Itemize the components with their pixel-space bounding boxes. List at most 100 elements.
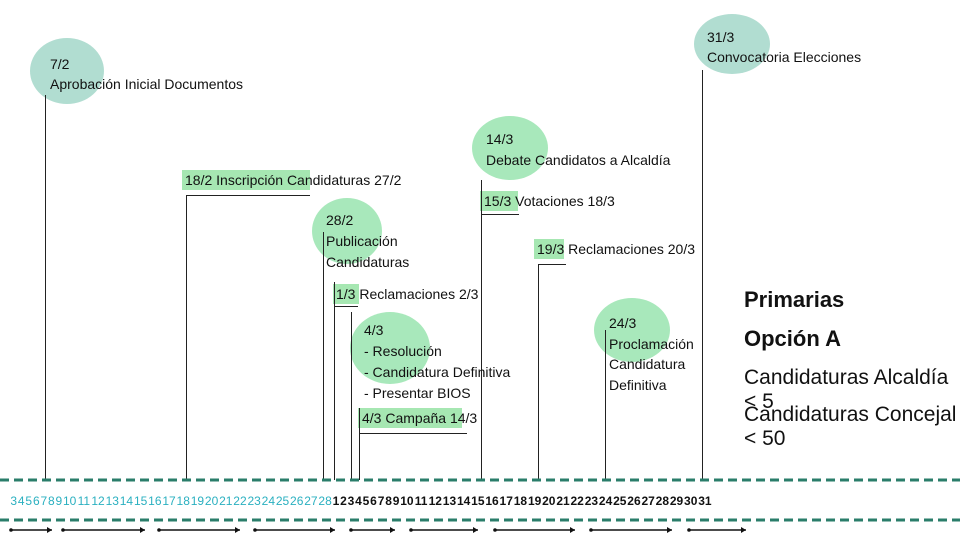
event-24-3-date: 24/3	[609, 315, 637, 331]
highlight-campana	[358, 408, 462, 428]
axis-day-mar-20: 20	[542, 494, 556, 508]
axis-day-feb-7: 7	[40, 494, 47, 508]
connector-1-3	[334, 282, 335, 480]
axis-day-mar-24: 24	[599, 494, 613, 508]
axis-day-mar-26: 26	[627, 494, 641, 508]
axis-day-feb-11: 11	[78, 494, 91, 508]
event-votaciones-text: Votaciones	[515, 193, 584, 209]
event-31-3-date: 31/3	[707, 29, 735, 45]
event-24-3-line-1: Proclamación	[609, 336, 694, 352]
event-14-3-date: 14/3	[486, 131, 514, 147]
axis-day-feb-8: 8	[48, 494, 55, 508]
highlight-reclamaciones-19-3	[534, 239, 564, 259]
axis-day-mar-1: 1	[333, 494, 340, 508]
highlight-reclamaciones-1-3	[333, 284, 359, 304]
span-reclamaciones-1-3	[334, 306, 358, 307]
bubble-14-3	[472, 116, 548, 180]
highlight-inscripcion	[182, 170, 310, 190]
axis-day-mar-11: 11	[415, 494, 428, 508]
axis-day-mar-14: 14	[457, 494, 471, 508]
axis-week-start-2	[61, 528, 65, 532]
axis-day-feb-13: 13	[106, 494, 120, 508]
span-campana	[359, 433, 467, 434]
axis-week-arrowhead-3	[235, 527, 240, 533]
axis-day-mar-18: 18	[514, 494, 528, 508]
event-28-2-line-2: Candidaturas	[326, 254, 410, 270]
connector-28-2	[323, 232, 324, 480]
summary-line-2: Candidaturas Concejal < 50	[744, 403, 957, 450]
event-14-3-text: Debate Candidatos a Alcaldía	[486, 152, 671, 168]
bubble-24-3	[594, 298, 670, 362]
event-24-3-line-3: Definitiva	[609, 377, 667, 393]
axis-day-mar-19: 19	[528, 494, 542, 508]
axis-week-arrowhead-9	[741, 527, 746, 533]
connector-19-3	[538, 264, 539, 480]
span-votaciones	[481, 214, 519, 215]
axis-week-arrowhead-6	[473, 527, 478, 533]
event-inscripcion-start: 18/2	[185, 172, 213, 188]
axis-day-mar-16: 16	[485, 494, 499, 508]
bubble-4-3	[350, 312, 430, 384]
connector-31-3	[702, 70, 703, 480]
event-reclamaciones-1-3-text: Reclamaciones	[359, 286, 456, 302]
event-4-3-line-1: - Resolución	[364, 343, 442, 359]
axis-day-mar-31: 31	[698, 494, 712, 508]
axis-week-arrowhead-8	[667, 527, 672, 533]
event-28-2-line-1: Publicación	[326, 233, 398, 249]
event-reclamaciones-19-3-end: 20/3	[667, 241, 695, 257]
event-31-3-text: Convocatoria Elecciones	[707, 49, 862, 65]
axis-week-start-4	[253, 528, 257, 532]
date-axis: 3 4 5 6 7 8 9 10 11 12 13 14 15 16 17 18 19 20 21 22 23 24 25 2…	[0, 478, 960, 533]
axis-week-start-7	[493, 528, 497, 532]
axis-week-arrowhead-7	[570, 527, 575, 533]
axis-week-start-3	[157, 528, 161, 532]
event-reclamaciones-19-3-text: Reclamaciones	[568, 241, 664, 257]
event-reclamaciones-19-3-start: 19/3	[537, 241, 565, 257]
axis-week-start-1	[9, 528, 13, 532]
axis-day-feb-24: 24	[262, 494, 276, 508]
axis-day-mar-4: 4	[355, 494, 362, 508]
bubble-7-2	[30, 38, 104, 104]
event-7-2-date: 7/2	[50, 56, 70, 72]
axis-day-mar-10: 10	[400, 494, 414, 508]
axis-day-mar-9: 9	[393, 494, 400, 508]
summary-line-1: Candidaturas Alcaldía < 5	[744, 366, 949, 413]
axis-day-mar-29: 29	[670, 494, 684, 508]
axis-day-feb-16: 16	[148, 494, 162, 508]
event-4-3-line-2: - Candidatura Definitiva	[364, 364, 511, 380]
axis-day-feb-9: 9	[55, 494, 62, 508]
axis-day-mar-17: 17	[500, 494, 514, 508]
summary-title-1: Primarias	[744, 287, 845, 312]
axis-day-feb-25: 25	[276, 494, 290, 508]
axis-day-feb-19: 19	[191, 494, 205, 508]
axis-day-mar-6: 6	[370, 494, 377, 508]
axis-day-feb-18: 18	[177, 494, 191, 508]
axis-week-start-5	[349, 528, 353, 532]
connector-15-3	[481, 180, 482, 480]
axis-day-mar-30: 30	[684, 494, 698, 508]
event-votaciones-start: 15/3	[484, 193, 512, 209]
event-4-3-date: 4/3	[364, 322, 384, 338]
axis-day-mar-22: 22	[571, 494, 585, 508]
event-28-2-date: 28/2	[326, 212, 354, 228]
event-inscripcion-end: 27/2	[374, 172, 402, 188]
span-inscripcion	[186, 195, 310, 196]
axis-day-mar-28: 28	[656, 494, 670, 508]
axis-day-mar-3: 3	[348, 494, 355, 508]
blank-area	[155, 90, 345, 150]
summary-title-2: Opción A	[744, 326, 841, 351]
connector-24-3	[605, 330, 606, 480]
axis-day-feb-6: 6	[33, 494, 40, 508]
axis-week-arrowhead-2	[140, 527, 145, 533]
axis-day-feb-21: 21	[219, 494, 233, 508]
axis-day-feb-20: 20	[205, 494, 219, 508]
bubble-31-3	[694, 14, 770, 74]
axis-day-feb-5: 5	[25, 494, 32, 508]
event-inscripcion: 18/2 Inscripción Candidaturas 27/2	[185, 172, 401, 189]
axis-day-feb-14: 14	[120, 494, 134, 508]
axis-week-arrowhead-1	[47, 527, 52, 533]
axis-week-start-6	[409, 528, 413, 532]
event-reclamaciones-1-3-end: 2/3	[458, 286, 479, 302]
axis-day-feb-3: 3	[10, 494, 17, 508]
